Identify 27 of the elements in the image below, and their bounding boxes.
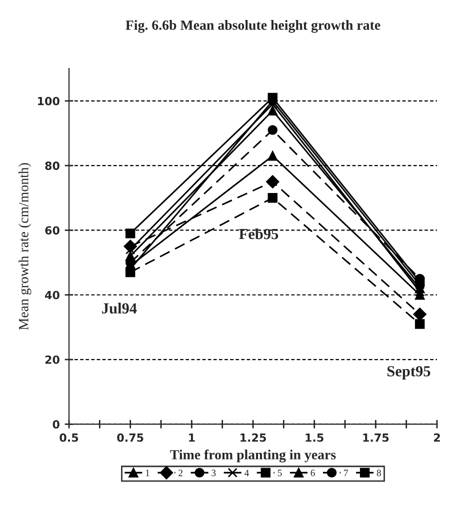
legend-label: 6 (310, 470, 315, 476)
legend-label: 4 (244, 470, 249, 476)
x-axis-title: Time from planting in years (170, 450, 336, 462)
y-tick-label: 60 (45, 226, 60, 235)
legend-label: 1 (146, 470, 150, 476)
chart-title: Fig. 6.6b Mean absolute height growth rate (126, 20, 380, 33)
y-tick-label: 0 (52, 420, 60, 429)
annotation: Feb95 (239, 228, 278, 240)
y-tick-label: 100 (38, 96, 60, 106)
x-tick-label: 0.5 (60, 433, 78, 442)
y-tick-label: 20 (45, 356, 60, 364)
annotation: Jul94 (102, 302, 137, 314)
x-tick-label: 2 (434, 433, 440, 442)
legend-label: 8 (376, 470, 381, 476)
legend-label: 3 (212, 470, 216, 476)
legend-label: 7 (344, 470, 348, 476)
y-tick-label: 40 (45, 290, 60, 300)
x-tick-label: 0.75 (117, 433, 144, 442)
y-tick-label: 80 (45, 162, 60, 170)
x-tick-label: 1 (189, 434, 195, 442)
x-tick-label: 1.75 (363, 434, 389, 442)
x-tick-label: 1.5 (306, 434, 324, 442)
annotation: Sept95 (387, 366, 430, 380)
legend-label: 5 (278, 470, 282, 476)
y-axis-title: Mean growth rate (cm/month) (18, 163, 32, 330)
legend-label: 2 (178, 470, 182, 476)
x-tick-label: 1.25 (240, 433, 266, 442)
